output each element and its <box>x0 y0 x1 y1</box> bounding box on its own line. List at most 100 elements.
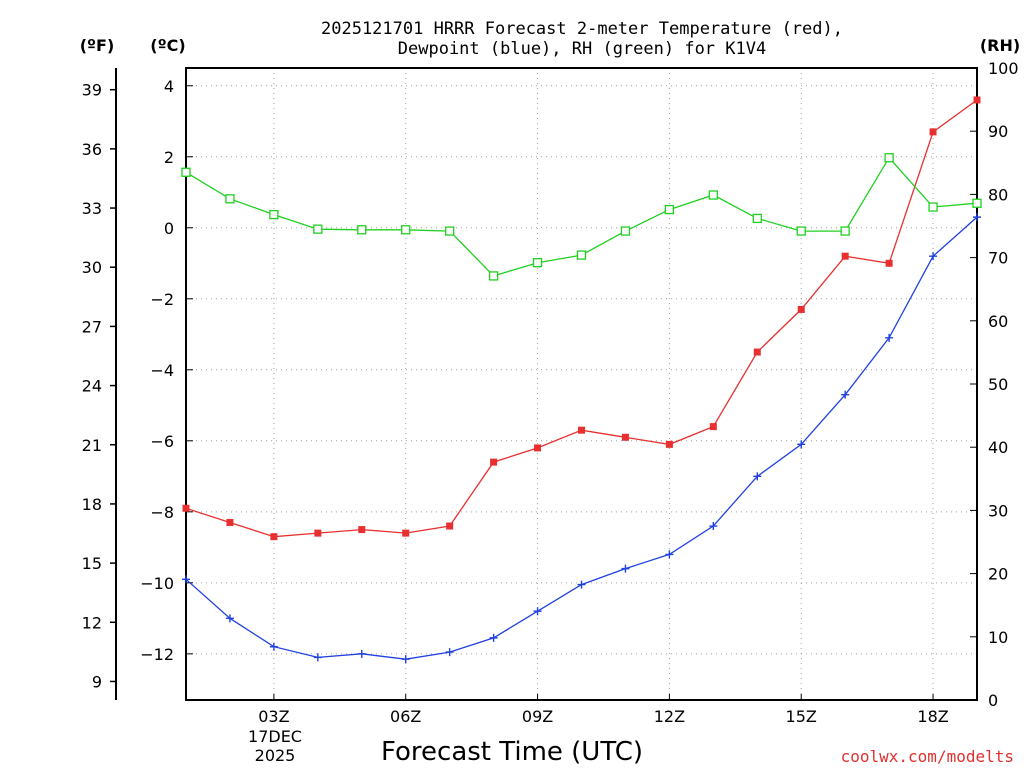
rh-point <box>884 153 894 163</box>
rh-point <box>488 271 499 281</box>
source-credit: coolwx.com/modelts <box>841 747 1014 766</box>
dewpoint-point <box>182 575 190 584</box>
temperature-point <box>226 518 234 526</box>
temperature-point <box>665 440 673 448</box>
celsius-tick-label: 4 <box>164 77 174 96</box>
grid-lines <box>186 68 977 700</box>
plot-frame <box>185 67 978 701</box>
rh-tick-label: 70 <box>988 249 1008 268</box>
temperature-point <box>753 348 761 356</box>
rh-point <box>752 213 762 224</box>
dewpoint-point <box>973 213 981 222</box>
fahrenheit-tick-label: 33 <box>82 199 102 218</box>
rh-point <box>181 167 191 177</box>
rh-tick-label: 60 <box>988 312 1008 331</box>
fahrenheit-tick-label: 30 <box>82 258 102 277</box>
fahrenheit-unit-label: (ºF) <box>80 36 115 55</box>
dewpoint-point <box>489 633 498 642</box>
series-lines <box>181 96 982 664</box>
rh-tick-label: 50 <box>988 375 1008 394</box>
dewpoint-point <box>577 580 586 589</box>
rh-point <box>576 250 587 260</box>
date-label-day: 17DEC <box>248 727 302 746</box>
chart-title-line-1: 2025121701 HRRR Forecast 2-meter Tempera… <box>321 19 843 39</box>
rh-point <box>445 226 455 236</box>
rh-point <box>664 204 675 215</box>
rh-point <box>972 198 982 208</box>
x-tick-label: 09Z <box>522 707 553 726</box>
dewpoint-point <box>929 252 938 261</box>
celsius-tick-label: −12 <box>140 645 174 664</box>
temperature-point <box>314 529 322 537</box>
rh-point <box>928 202 938 212</box>
temperature-point <box>270 533 278 541</box>
rh-point <box>225 194 235 204</box>
dewpoint-point <box>445 648 454 657</box>
axes-ticks: 03Z 06Z 09Z 12Z 15Z 18Z420−2−4−6−8−10−1239363… <box>82 59 1019 726</box>
temperature-point <box>446 522 454 530</box>
rh-point <box>401 225 411 235</box>
rh-point <box>269 209 279 220</box>
celsius-tick-label: −10 <box>140 574 174 593</box>
celsius-tick-label: −4 <box>150 361 174 380</box>
temperature-point <box>358 526 366 534</box>
fahrenheit-tick-label: 24 <box>82 377 102 396</box>
temperature-point <box>578 426 585 434</box>
celsius-tick-label: −6 <box>150 432 174 451</box>
dewpoint-point <box>753 472 762 481</box>
chart-title-line-2: Dewpoint (blue), RH (green) for K1V4 <box>398 39 766 59</box>
rh-tick-label: 10 <box>988 628 1008 647</box>
celsius-tick-label: −2 <box>150 290 174 309</box>
fahrenheit-tick-label: 21 <box>82 436 102 455</box>
temperature-point <box>841 252 849 260</box>
dewpoint-point <box>709 522 718 531</box>
x-tick-label: 03Z <box>258 707 289 726</box>
fahrenheit-tick-label: 39 <box>82 81 102 100</box>
rh-tick-label: 30 <box>988 501 1008 520</box>
rh-point <box>532 258 543 268</box>
celsius-tick-label: 2 <box>164 148 174 167</box>
rh-tick-label: 80 <box>988 185 1008 204</box>
dewpoint-point <box>665 550 674 559</box>
dewpoint-point <box>225 614 234 623</box>
celsius-unit-label: (ºC) <box>150 36 185 55</box>
celsius-tick-label: 0 <box>164 219 174 238</box>
rh-tick-label: 90 <box>988 122 1008 141</box>
temperature-point <box>621 433 629 441</box>
fahrenheit-tick-label: 18 <box>82 495 102 514</box>
x-axis-title: Forecast Time (UTC) <box>381 737 643 767</box>
x-tick-label: 15Z <box>786 707 817 726</box>
dewpoint-point <box>357 649 366 658</box>
x-tick-label: 06Z <box>390 707 421 726</box>
fahrenheit-tick-label: 36 <box>82 140 102 159</box>
fahrenheit-tick-label: 15 <box>82 554 102 573</box>
rh-point <box>796 226 806 236</box>
rh-point <box>840 226 850 236</box>
rh-tick-label: 40 <box>988 438 1008 457</box>
temperature-point <box>885 259 893 267</box>
rh-point <box>620 226 631 236</box>
dewpoint-point <box>885 333 894 342</box>
rh-tick-label: 100 <box>988 59 1019 78</box>
temperature-point <box>929 128 937 136</box>
fahrenheit-tick-label: 9 <box>92 672 102 691</box>
dewpoint-point <box>621 564 630 573</box>
celsius-tick-label: −8 <box>150 503 174 522</box>
fahrenheit-tick-label: 12 <box>82 613 102 632</box>
dewpoint-line <box>185 216 978 660</box>
date-label-year: 2025 <box>255 746 296 765</box>
temperature-point <box>709 423 717 431</box>
temperature-line <box>185 99 978 538</box>
temperature-point <box>973 96 981 104</box>
rh-tick-label: 20 <box>988 565 1008 584</box>
temperature-point <box>182 504 190 512</box>
dewpoint-point <box>269 642 278 651</box>
rh-unit-label: (RH) <box>980 36 1020 55</box>
dewpoint-point <box>533 607 542 616</box>
temperature-point <box>534 444 542 452</box>
rh-point <box>708 190 718 200</box>
dewpoint-point <box>313 653 322 662</box>
rh-point <box>313 224 323 234</box>
temperature-point <box>402 529 410 537</box>
